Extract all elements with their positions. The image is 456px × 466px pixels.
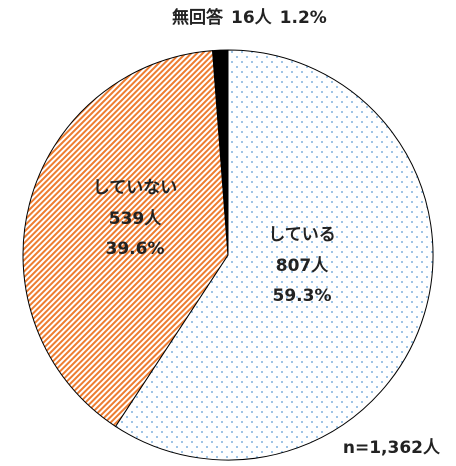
slice-category-label: 無回答: [172, 7, 224, 28]
slice-value-label: 39.6%: [106, 239, 165, 259]
slice-count-label: 539人: [109, 209, 162, 229]
slice-category-label: していない: [93, 178, 178, 198]
slice-value-label: 59.3%: [273, 286, 332, 306]
slice-value-label: 1.2%: [280, 8, 327, 28]
slice-count-label: 16人: [231, 8, 273, 28]
sample-size-note: n=1,362人: [343, 438, 441, 458]
slice-count-label: 807人: [276, 256, 329, 276]
pie-slice: [212, 49, 229, 256]
pie-slice: [22, 50, 229, 428]
pie-slice: [114, 49, 434, 461]
slice-category-label: している: [268, 225, 336, 245]
